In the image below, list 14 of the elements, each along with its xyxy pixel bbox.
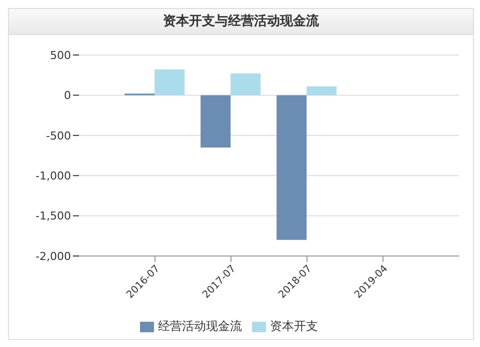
chart-title: 资本开支与经营活动现金流 <box>9 9 473 35</box>
y-tick-label: -1,000 <box>36 170 71 183</box>
bar <box>230 73 261 96</box>
legend-label: 经营活动现金流 <box>158 319 242 333</box>
y-tick-label: -500 <box>46 129 71 142</box>
bar <box>276 95 307 240</box>
bar <box>306 86 337 96</box>
y-tick-label: -2,000 <box>36 250 71 263</box>
bar <box>154 69 185 96</box>
legend-label: 资本开支 <box>270 319 318 333</box>
y-tick-label: 0 <box>64 89 71 102</box>
y-tick-label: -1,500 <box>36 210 71 223</box>
bar <box>200 95 231 148</box>
y-tick-label: 500 <box>50 48 71 62</box>
